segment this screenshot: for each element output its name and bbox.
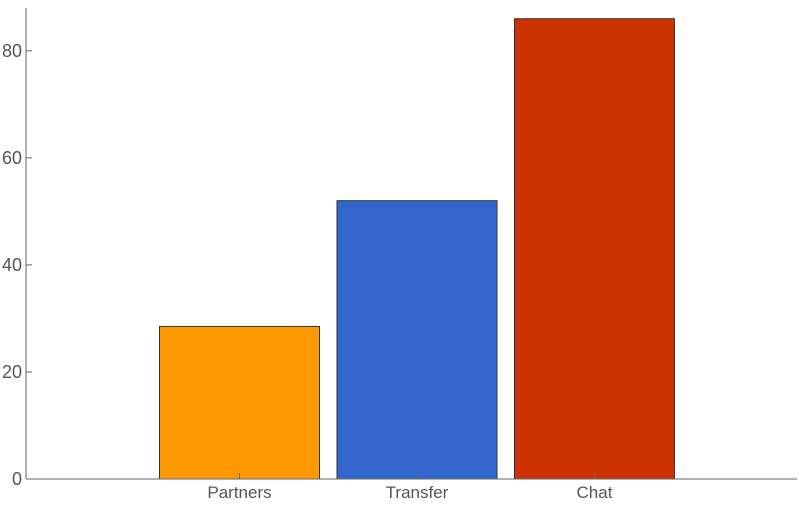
bars [159,18,675,480]
x-tick-label: Partners [207,483,271,502]
y-tick-label: 20 [2,362,22,382]
bar-partners [159,325,320,480]
y-axis: 0 20 40 60 80 [2,8,32,489]
bar-chat [514,18,675,480]
bar-transfer [336,200,498,480]
y-tick-label: 40 [2,255,22,275]
x-tick-label: Chat [577,483,613,502]
y-tick-label: 0 [12,469,22,489]
x-tick-label: Transfer [386,483,449,502]
y-tick-label: 60 [2,148,22,168]
x-axis: Partners Transfer Chat [26,473,797,502]
y-tick-label: 80 [2,41,22,61]
